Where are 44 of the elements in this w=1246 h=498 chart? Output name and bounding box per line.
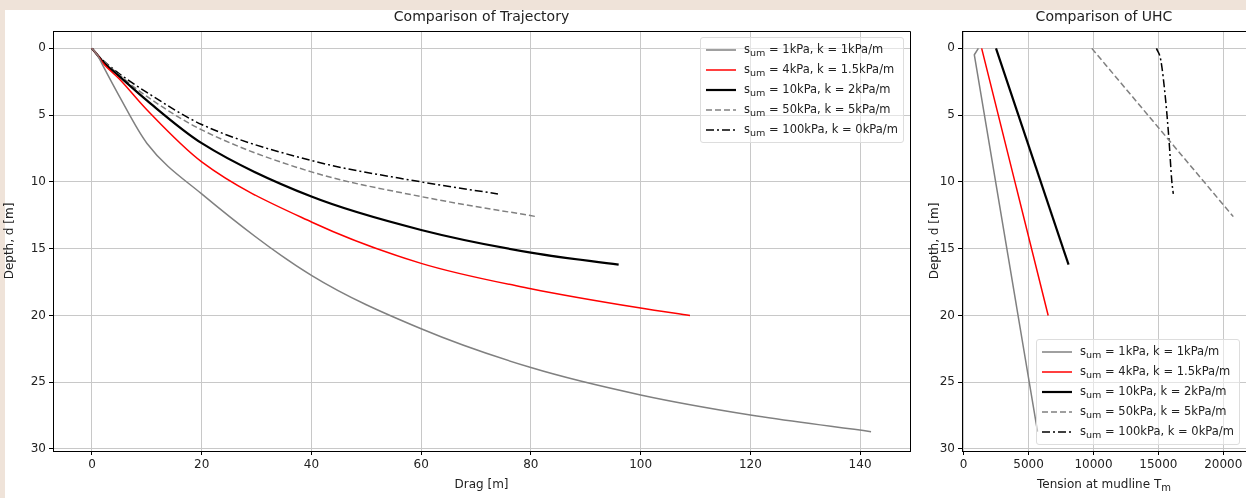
- y-tick-label: 0: [38, 40, 46, 55]
- y-tick-label: 25: [30, 374, 46, 389]
- x-tick-label: 20000: [1204, 457, 1243, 472]
- y-tick-label: 20: [30, 307, 46, 322]
- chart-title: Comparison of UHC: [1035, 8, 1173, 24]
- legend-label: s$_{um}$ = 100kPa, k = 0kPa/m: [744, 121, 898, 139]
- chart-title: Comparison of Trajectory: [393, 8, 570, 24]
- y-tick-label: 5: [38, 107, 46, 122]
- legend-label: s$_{um}$ = 4kPa, k = 1.5kPa/m: [1080, 363, 1231, 381]
- x-tick-label: 10000: [1074, 457, 1113, 472]
- x-tick-label: 0: [88, 457, 96, 472]
- x-axis-title: Drag [m]: [454, 477, 509, 491]
- y-tick-label: 30: [30, 441, 46, 456]
- legend-label: s$_{um}$ = 10kPa, k = 2kPa/m: [744, 81, 891, 99]
- x-tick-label: 15000: [1139, 457, 1178, 472]
- legend-label: s$_{um}$ = 1kPa, k = 1kPa/m: [1080, 343, 1220, 361]
- x-axis-title: Tension at mudline T$_{m}$: [1037, 477, 1171, 494]
- line-series: [1155, 47, 1175, 195]
- legend-label: s$_{um}$ = 1kPa, k = 1kPa/m: [744, 41, 884, 59]
- x-tick-label: 80: [523, 457, 539, 472]
- y-tick-label: 20: [939, 307, 955, 322]
- x-tick-label: 140: [848, 457, 872, 472]
- x-tick-label: 20: [194, 457, 210, 472]
- legend-label: s$_{um}$ = 4kPa, k = 1.5kPa/m: [744, 61, 895, 79]
- y-tick-label: 25: [939, 374, 955, 389]
- y-axis-title: Depth, d [m]: [927, 202, 941, 280]
- x-tick-label: 40: [303, 457, 320, 472]
- x-tick-label: 100: [629, 457, 653, 472]
- x-tick-label: 120: [738, 457, 762, 472]
- x-tick-label: 60: [413, 457, 429, 472]
- y-tick-label: 15: [939, 240, 955, 255]
- y-tick-label: 10: [30, 174, 46, 189]
- legend-label: s$_{um}$ = 10kPa, k = 2kPa/m: [1080, 383, 1227, 401]
- legend-label: s$_{um}$ = 50kPa, k = 5kPa/m: [1080, 403, 1227, 421]
- legend-label: s$_{um}$ = 50kPa, k = 5kPa/m: [744, 101, 891, 119]
- x-tick-label: 0: [959, 457, 968, 472]
- y-tick-label: 15: [30, 240, 46, 255]
- legend-label: s$_{um}$ = 100kPa, k = 0kPa/m: [1080, 423, 1234, 441]
- y-axis-title: Depth, d [m]: [2, 202, 16, 280]
- y-tick-label: 10: [939, 174, 955, 189]
- y-tick-label: 0: [947, 40, 955, 55]
- x-tick-label: 5000: [1013, 457, 1044, 472]
- y-tick-label: 30: [939, 441, 955, 456]
- y-tick-label: 5: [947, 107, 955, 122]
